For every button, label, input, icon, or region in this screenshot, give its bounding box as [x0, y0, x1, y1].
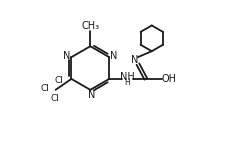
Text: OH: OH [161, 74, 176, 84]
Text: CH₃: CH₃ [81, 21, 99, 31]
Text: N: N [88, 90, 95, 100]
Text: Cl: Cl [40, 84, 49, 93]
Text: N: N [110, 51, 118, 61]
Text: N: N [63, 51, 70, 61]
Text: H: H [124, 78, 130, 87]
Text: Cl: Cl [54, 76, 63, 85]
Text: N: N [131, 55, 139, 65]
Text: NH: NH [120, 72, 134, 83]
Text: Cl: Cl [50, 94, 59, 103]
